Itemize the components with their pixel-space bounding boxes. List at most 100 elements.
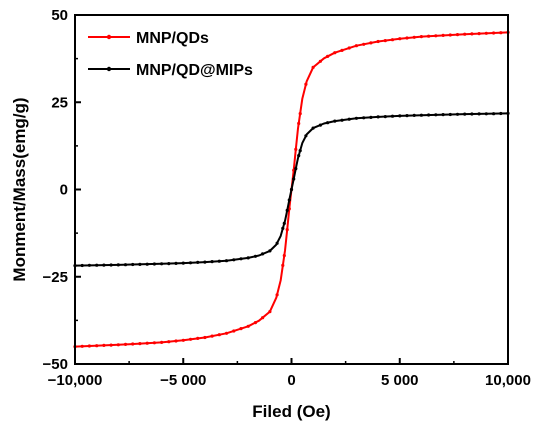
data-point: [109, 343, 113, 347]
data-point: [297, 121, 301, 126]
legend-marker: [106, 34, 112, 40]
data-point: [405, 114, 409, 118]
data-point: [217, 333, 221, 337]
legend: MNP/QDs MNP/QD@MIPs: [88, 30, 253, 79]
data-point: [376, 115, 380, 119]
data-point: [210, 334, 214, 338]
data-point: [167, 262, 171, 266]
data-point: [463, 32, 467, 36]
data-point: [138, 342, 142, 346]
data-point: [95, 263, 99, 267]
data-point: [297, 154, 301, 158]
data-point: [253, 254, 257, 258]
data-point: [477, 31, 481, 36]
data-point: [268, 249, 272, 253]
data-point: [246, 256, 250, 260]
data-point: [87, 344, 91, 348]
data-point: [80, 344, 84, 348]
data-point: [441, 113, 445, 117]
data-point: [318, 59, 322, 63]
data-point: [261, 252, 265, 256]
data-point: [463, 112, 467, 116]
data-point: [95, 344, 99, 348]
data-point: [434, 34, 438, 38]
data-point: [333, 119, 337, 123]
data-point: [492, 31, 496, 35]
data-point: [311, 126, 315, 130]
data-point: [160, 340, 164, 344]
data-point: [203, 335, 207, 340]
x-tick-label: −10,000: [48, 372, 103, 389]
data-point: [268, 310, 272, 314]
data-point: [167, 340, 171, 344]
data-point: [298, 112, 302, 116]
x-tick-label: 0: [287, 372, 295, 389]
data-point: [340, 118, 344, 122]
data-point: [281, 226, 285, 230]
y-tick-label: 50: [51, 7, 68, 24]
data-point: [174, 339, 178, 343]
y-tick-label: −25: [43, 269, 68, 286]
data-point: [232, 258, 236, 262]
data-point: [484, 112, 488, 116]
data-point: [102, 343, 106, 347]
data-point: [188, 261, 193, 265]
data-point: [298, 149, 302, 153]
x-tick-label: 10,000: [485, 372, 531, 389]
data-point: [275, 241, 279, 245]
data-point: [123, 263, 128, 267]
data-point: [383, 39, 387, 43]
data-point: [340, 48, 344, 53]
data-point: [181, 338, 185, 342]
data-point: [448, 33, 452, 37]
data-point: [398, 37, 402, 41]
data-point: [412, 35, 416, 39]
data-point: [145, 341, 149, 345]
data-point: [347, 46, 351, 50]
y-tick-label: 25: [51, 94, 68, 111]
data-point: [203, 260, 207, 264]
y-axis-ticks: 50 25 0 −25 −50: [43, 7, 81, 373]
data-point: [427, 113, 431, 117]
data-point: [333, 51, 337, 55]
data-point: [239, 327, 243, 331]
data-point: [131, 262, 135, 267]
data-point: [455, 33, 460, 37]
data-point: [492, 112, 496, 116]
data-point: [116, 343, 120, 347]
data-point: [87, 263, 91, 267]
data-point: [289, 187, 294, 192]
data-point: [246, 324, 250, 328]
data-point: [138, 262, 142, 266]
data-point: [390, 38, 395, 42]
x-tick-label: −5 000: [160, 372, 206, 389]
data-point: [152, 341, 156, 345]
data-point: [239, 257, 243, 261]
data-point: [347, 117, 351, 121]
data-point: [419, 35, 423, 39]
data-point: [281, 263, 285, 267]
data-point: [210, 260, 214, 264]
data-point: [470, 112, 474, 116]
data-point: [354, 44, 358, 48]
data-point: [261, 316, 265, 320]
data-point: [160, 262, 164, 266]
data-point: [376, 39, 380, 44]
data-point: [369, 115, 373, 119]
data-point: [318, 123, 322, 127]
data-point: [188, 337, 193, 341]
data-point: [354, 116, 358, 120]
data-point: [224, 331, 229, 335]
data-point: [390, 114, 395, 118]
data-point: [470, 32, 474, 36]
data-point: [253, 321, 257, 325]
data-point: [181, 261, 185, 265]
data-point: [455, 112, 460, 116]
y-tick-label: 0: [60, 182, 68, 199]
data-point: [285, 228, 289, 232]
x-axis-ticks: −10,000 −5 000 0 5 000 10,000: [48, 358, 531, 389]
data-point: [499, 31, 503, 35]
plot-marks: [73, 30, 510, 349]
x-axis-label: Filed (Oe): [252, 402, 330, 421]
